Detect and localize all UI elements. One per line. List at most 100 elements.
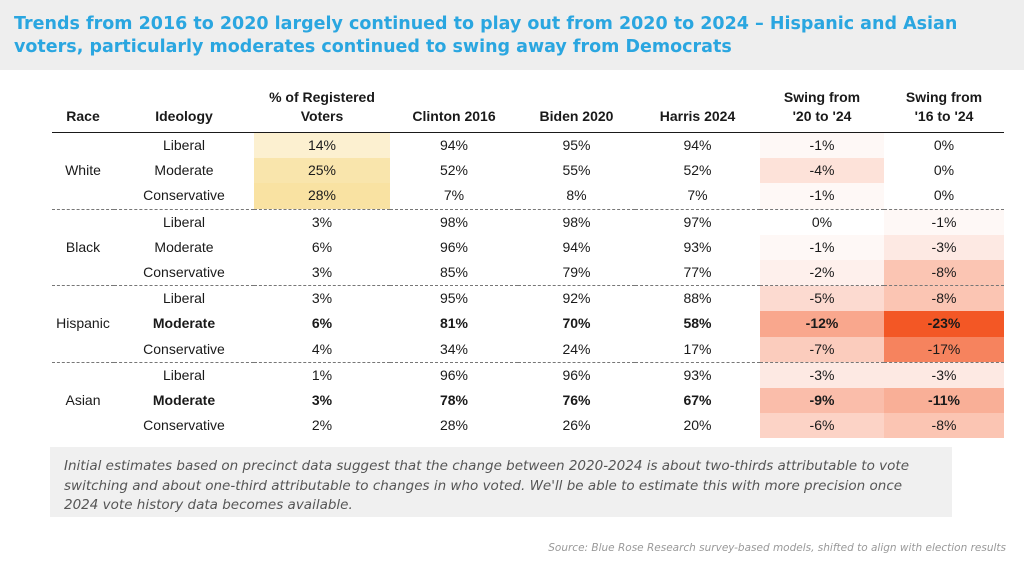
harris-2024-cell: 67% bbox=[683, 391, 712, 408]
biden-2020-cell: 98% bbox=[518, 208, 635, 235]
share-cell: 25% bbox=[254, 158, 390, 184]
share-cell: 2% bbox=[311, 417, 333, 434]
swing-16-24-cell: -3% bbox=[884, 234, 1004, 260]
biden-2020-cell: 76% bbox=[562, 391, 591, 408]
clinton-2016-cell: 34% bbox=[439, 340, 469, 357]
table-row: Black Liberal 3% 98% 98% 97% 0% -1% bbox=[52, 208, 1004, 286]
ideology-cell: Conservative bbox=[143, 264, 225, 281]
ideology-cell: Liberal bbox=[114, 285, 254, 312]
swing-16-24-cell: 0% bbox=[884, 158, 1004, 184]
table-row: Conservative 4% 34% 24% 17% -7% -17% bbox=[52, 336, 1004, 363]
header-row: Race Ideology % of Registered Voters Clin… bbox=[52, 88, 1004, 133]
harris-2024-cell: 77% bbox=[683, 264, 712, 281]
clinton-2016-cell: 7% bbox=[443, 187, 465, 204]
biden-2020-cell: 94% bbox=[562, 238, 591, 255]
table-row: Moderate 6% 81% 70% 58% -12% -23% bbox=[52, 311, 1004, 337]
swing-20-24-cell: -6% bbox=[760, 413, 884, 439]
table-row: Hispanic Liberal 3% 95% 92% 88% -5% -8% bbox=[52, 285, 1004, 363]
swing-16-24-cell: -3% bbox=[884, 361, 1004, 388]
swing-16-24-cell: -1% bbox=[884, 208, 1004, 235]
race-label: White bbox=[65, 162, 101, 179]
header-share: % of Registered Voters bbox=[254, 88, 390, 133]
biden-2020-cell: 55% bbox=[562, 162, 591, 179]
swing-20-24-cell: -2% bbox=[760, 259, 884, 286]
methodology-note: Initial estimates based on precinct data… bbox=[50, 447, 952, 517]
clinton-2016-cell: 98% bbox=[390, 208, 518, 235]
table-row: White Liberal 14% 94% 95% 94% -1% 0% bbox=[52, 132, 1004, 178]
swing-16-24-cell: 0% bbox=[884, 183, 1004, 210]
title-band bbox=[0, 0, 1024, 70]
header-swing-16-24: Swing from '16 to '24 bbox=[884, 88, 1004, 133]
clinton-2016-cell: 78% bbox=[439, 391, 469, 408]
swing-20-24-cell: 0% bbox=[760, 208, 884, 235]
harris-2024-cell: 20% bbox=[683, 417, 712, 434]
table-body: White Liberal 14% 94% 95% 94% -1% 0% Moderate 25%… bbox=[52, 132, 1004, 439]
ideology-cell: Conservative bbox=[143, 417, 225, 434]
swing-20-24-cell: -3% bbox=[760, 361, 884, 388]
ideology-cell: Moderate bbox=[154, 238, 214, 255]
ideology-cell: Moderate bbox=[152, 391, 216, 408]
table-row: Conservative 28% 7% 8% 7% -1% 0% bbox=[52, 183, 1004, 210]
share-cell: 3% bbox=[254, 208, 390, 235]
source-note: Source: Blue Rose Research survey-based … bbox=[548, 542, 1006, 554]
clinton-2016-cell: 96% bbox=[390, 361, 518, 388]
header-biden-2020: Biden 2020 bbox=[518, 88, 635, 133]
share-cell: 28% bbox=[254, 183, 390, 210]
harris-2024-cell: 52% bbox=[683, 162, 712, 179]
harris-2024-cell: 93% bbox=[683, 238, 712, 255]
header-swing-20-24: Swing from '20 to '24 bbox=[760, 88, 884, 133]
clinton-2016-cell: 94% bbox=[439, 137, 469, 154]
harris-2024-cell: 17% bbox=[683, 340, 712, 357]
swing-20-24-cell: -7% bbox=[760, 336, 884, 363]
swing-20-24-cell: -5% bbox=[760, 285, 884, 312]
clinton-2016-cell: 81% bbox=[439, 315, 469, 332]
harris-2024-cell: 94% bbox=[683, 137, 712, 154]
clinton-2016-cell: 85% bbox=[439, 264, 469, 281]
biden-2020-cell: 26% bbox=[562, 417, 591, 434]
swing-16-24-cell: -8% bbox=[884, 285, 1004, 312]
swing-16-24-cell: -8% bbox=[884, 259, 1004, 286]
share-cell: 1% bbox=[254, 361, 390, 388]
table-row: Asian Liberal 1% 96% 96% 93% -3% -3% bbox=[52, 361, 1004, 439]
swing-16-24-cell: 0% bbox=[884, 132, 1004, 159]
ideology-cell: Moderate bbox=[154, 162, 214, 179]
share-cell: 14% bbox=[254, 132, 390, 159]
table-row: Moderate 25% 52% 55% 52% -4% 0% bbox=[52, 158, 1004, 184]
biden-2020-cell: 24% bbox=[562, 340, 591, 357]
swing-20-24-cell: -1% bbox=[760, 234, 884, 260]
biden-2020-cell: 79% bbox=[562, 264, 591, 281]
swing-16-24-cell: -8% bbox=[884, 413, 1004, 439]
swing-20-24-cell: -1% bbox=[760, 132, 884, 159]
biden-2020-cell: 70% bbox=[562, 315, 591, 332]
race-label: Black bbox=[52, 208, 114, 286]
swing-16-24-cell: -23% bbox=[884, 311, 1004, 337]
harris-2024-cell: 7% bbox=[687, 187, 708, 204]
ideology-cell: Conservative bbox=[143, 340, 225, 357]
table-row: Moderate 3% 78% 76% 67% -9% -11% bbox=[52, 387, 1004, 414]
clinton-2016-cell: 28% bbox=[439, 417, 469, 434]
header-race: Race bbox=[52, 88, 114, 133]
harris-2024-cell: 93% bbox=[635, 361, 760, 388]
header-harris-2024: Harris 2024 bbox=[635, 88, 760, 133]
harris-2024-cell: 97% bbox=[635, 208, 760, 235]
race-label: Hispanic bbox=[52, 285, 114, 363]
swing-20-24-cell: -4% bbox=[760, 158, 884, 184]
share-cell: 3% bbox=[254, 285, 390, 312]
biden-2020-cell: 96% bbox=[518, 361, 635, 388]
ideology-cell: Conservative bbox=[143, 187, 225, 204]
table-row: Moderate 6% 96% 94% 93% -1% -3% bbox=[52, 234, 1004, 260]
clinton-2016-cell: 95% bbox=[390, 285, 518, 312]
biden-2020-cell: 92% bbox=[518, 285, 635, 312]
swing-20-24-cell: -1% bbox=[760, 183, 884, 210]
clinton-2016-cell: 52% bbox=[439, 162, 469, 179]
biden-2020-cell: 95% bbox=[562, 137, 591, 154]
share-cell: 3% bbox=[311, 391, 333, 408]
table-row: Conservative 3% 85% 79% 77% -2% -8% bbox=[52, 259, 1004, 286]
header-clinton-2016: Clinton 2016 bbox=[390, 88, 518, 133]
swing-20-24-cell: -9% bbox=[760, 387, 884, 414]
data-table: Race Ideology % of Registered Voters Clin… bbox=[52, 88, 1004, 439]
share-cell: 4% bbox=[311, 340, 333, 357]
swing-16-24-cell: -11% bbox=[884, 387, 1004, 414]
share-cell: 6% bbox=[311, 238, 333, 255]
biden-2020-cell: 8% bbox=[566, 187, 587, 204]
